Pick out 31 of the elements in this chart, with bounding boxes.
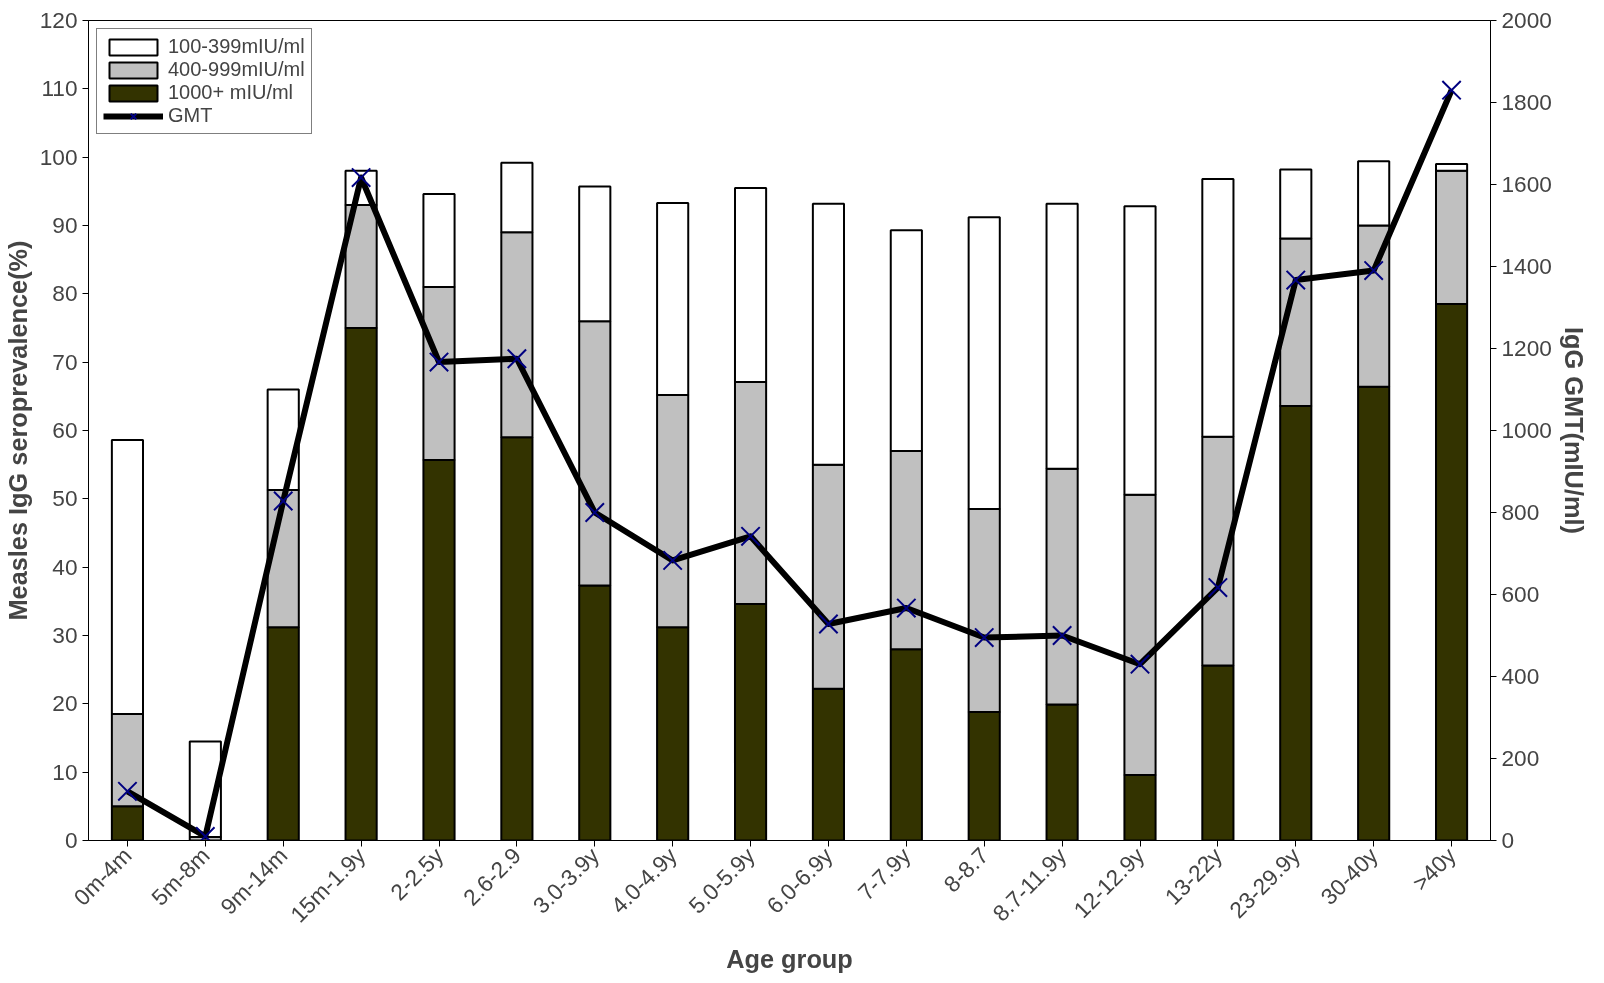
y2-tick-label: 400	[1501, 663, 1540, 689]
legend-label: GMT	[168, 104, 213, 127]
y2-tick-label: 2000	[1501, 7, 1552, 33]
y2-tick-label: 0	[1501, 827, 1515, 853]
legend-label: 400-999mIU/ml	[168, 58, 305, 81]
y2-tick-label: 1200	[1501, 335, 1552, 361]
y-tick-label: 50	[52, 485, 78, 512]
y2-tick-label: 1600	[1501, 171, 1552, 197]
y-tick-label: 90	[52, 212, 78, 238]
y-tick-label: 110	[41, 75, 78, 102]
y-tick-label: 40	[52, 553, 78, 580]
y-tick-label: 0	[64, 827, 78, 853]
y-tick-label: 20	[52, 690, 78, 717]
y2-tick-label: 1400	[1501, 253, 1552, 279]
y2-tick-label: 200	[1501, 745, 1540, 771]
y2-axis-title: IgG GMT(mIU/ml)	[1559, 327, 1588, 534]
legend-label: 100-399mIU/ml	[168, 35, 305, 58]
y-tick-label: 80	[52, 280, 78, 307]
y2-tick-label: 600	[1501, 581, 1540, 607]
y-tick-label: 60	[52, 417, 78, 443]
y-tick-label: 10	[52, 758, 78, 785]
y2-tick-label: 800	[1501, 499, 1540, 525]
x-axis-title: Age group	[726, 944, 853, 973]
legend-label: 1000+ mIU/ml	[168, 81, 294, 104]
y2-tick-label: 1000	[1501, 417, 1552, 443]
y-tick-label: 120	[39, 7, 78, 33]
y2-tick-label: 1800	[1501, 89, 1552, 115]
y-tick-label: 70	[52, 348, 78, 375]
y-tick-label: 30	[52, 622, 78, 648]
y-tick-label: 100	[39, 143, 78, 170]
y-axis-title: Measles IgG seroprevalence(%)	[3, 240, 32, 621]
